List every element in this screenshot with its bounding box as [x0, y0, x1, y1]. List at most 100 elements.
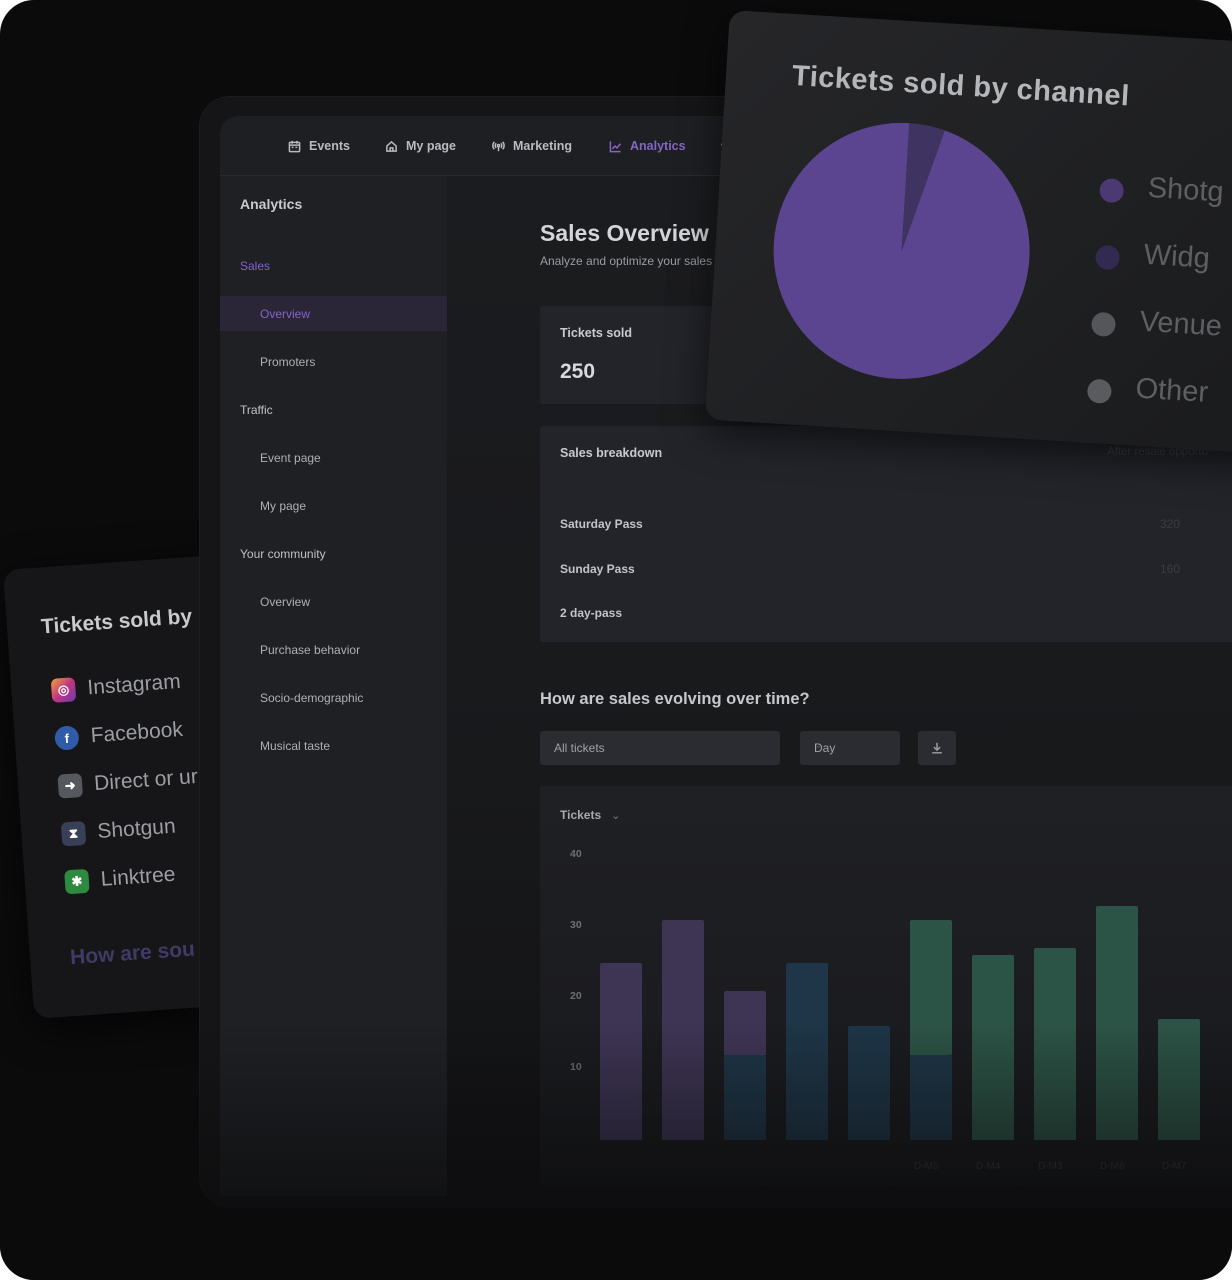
chevron-down-icon: ⌄	[611, 809, 621, 822]
tickets-sold-label: Tickets sold	[560, 326, 633, 340]
chart-bar[interactable]	[1158, 1019, 1200, 1140]
sidebar-item-promoters[interactable]: Promoters	[260, 355, 316, 369]
sidebar-item-socio-demographic[interactable]: Socio-demographic	[260, 691, 364, 705]
chart-bar[interactable]	[724, 990, 766, 1055]
chart-bar[interactable]	[600, 962, 642, 1140]
channel-item-shotgun: ⧗ Shotgun	[60, 814, 177, 847]
sidebar-item-purchase-behavior[interactable]: Purchase behavior	[260, 643, 361, 657]
chart-bar[interactable]	[724, 1054, 766, 1140]
chart-bar[interactable]	[786, 962, 828, 1140]
nav-my-page[interactable]: My page	[385, 137, 456, 155]
chart-bar[interactable]	[910, 919, 952, 1055]
x-tick-label: D-M6	[1100, 1161, 1125, 1172]
period-filter-value: Day	[814, 741, 836, 755]
sidebar-item-my-page[interactable]: My page	[260, 499, 307, 513]
nav-label: Marketing	[513, 139, 573, 153]
nav-label: My page	[406, 139, 457, 153]
nav-analytics[interactable]: Analytics	[609, 137, 686, 155]
ticket-filter-value: All tickets	[554, 741, 605, 755]
tickets-sold-value: 250	[560, 360, 596, 383]
nav-label: Events	[309, 139, 350, 153]
sidebar-section-community[interactable]: Your community	[240, 547, 326, 561]
y-tick-label: 10	[570, 1061, 582, 1073]
channel-panel-title: Tickets sold by	[40, 604, 193, 639]
pie-slice[interactable]	[766, 115, 1037, 386]
legend-label: Shotg	[1146, 171, 1225, 209]
sidebar-section-traffic[interactable]: Traffic	[240, 403, 273, 417]
nav-label: Analytics	[630, 139, 686, 153]
x-tick-label: D-M5	[914, 1161, 939, 1172]
chevron-down-icon: ⌄	[554, 740, 563, 751]
channel-item-facebook: f Facebook	[54, 718, 184, 751]
chart-bar[interactable]	[662, 919, 704, 1140]
y-tick-label: 30	[570, 919, 582, 931]
legend-swatch	[1090, 311, 1117, 338]
legend-label: Venue	[1138, 305, 1223, 343]
evolution-title: How are sales evolving over time?	[540, 690, 810, 708]
facebook-icon: f	[54, 725, 80, 751]
chart-line-icon	[609, 140, 622, 152]
channel-label: Instagram	[86, 669, 182, 700]
bar-chart: 10 20 30 40 D-M5 D-M4 D-M3 D-M6 D-M7	[540, 786, 1232, 1186]
chart-bar[interactable]	[972, 955, 1014, 1140]
download-button[interactable]	[918, 731, 956, 765]
page-subtitle: Analyze and optimize your sales	[540, 254, 713, 268]
calendar-icon	[288, 140, 301, 152]
channel-item-direct: ➜ Direct or ur	[57, 764, 199, 799]
y-tick-label: 40	[570, 848, 582, 860]
nav-marketing[interactable]: Marketing	[492, 137, 572, 155]
chart-bar[interactable]	[910, 1054, 952, 1140]
page-title: Sales Overview	[540, 220, 709, 246]
chart-metric-select[interactable]: Tickets ⌄	[560, 808, 620, 822]
chart-bar[interactable]	[1096, 905, 1138, 1140]
channel-label: Facebook	[89, 717, 184, 748]
breakdown-row-name: Saturday Pass	[560, 517, 643, 531]
channel-label: Direct or ur	[93, 764, 199, 796]
sidebar-item-community-overview[interactable]: Overview	[260, 595, 311, 609]
breakdown-right-label: After resale opportu	[1107, 446, 1209, 458]
chevron-down-icon: ⌄	[814, 740, 823, 751]
legend-swatch	[1098, 177, 1125, 204]
channel-label: Linktree	[100, 862, 177, 891]
pie-title: Tickets sold by channel	[791, 59, 1131, 113]
sidebar-item-musical-taste[interactable]: Musical taste	[260, 739, 331, 753]
x-tick-label: D-M7	[1162, 1161, 1187, 1172]
pie-slice[interactable]	[901, 123, 945, 253]
legend-swatch	[1094, 244, 1121, 271]
sidebar-section-sales[interactable]: Sales	[240, 259, 271, 273]
y-tick-label: 20	[570, 990, 582, 1002]
ticket-filter-select[interactable]: All tickets ⌄	[540, 731, 780, 765]
channel-pie-panel: Tickets sold by channel Shotg Widg Venue…	[704, 10, 1232, 454]
x-tick-label: D-M3	[1038, 1161, 1063, 1172]
legend-label: Other	[1134, 372, 1210, 409]
chart-bar[interactable]	[1034, 948, 1076, 1140]
breakdown-row-value: 320	[1159, 517, 1180, 531]
nav-events[interactable]: Events	[288, 137, 350, 155]
broadcast-icon	[492, 140, 505, 151]
sidebar-active-highlight	[220, 296, 449, 331]
hourglass-icon: ⧗	[60, 820, 87, 847]
sidebar: Analytics Sales Overview Promoters Traff…	[220, 176, 449, 1196]
sidebar-title: Analytics	[240, 196, 303, 212]
channel-label: Shotgun	[96, 814, 177, 844]
linktree-icon: ✱	[64, 868, 90, 895]
download-icon	[932, 742, 942, 754]
period-filter-select[interactable]: Day ⌄	[800, 731, 900, 765]
legend-label: Widg	[1142, 238, 1211, 275]
channel-item-instagram: ◎ Instagram	[50, 669, 182, 703]
sidebar-item-overview[interactable]: Overview	[260, 307, 311, 321]
chart-metric-label: Tickets	[560, 808, 602, 822]
pie-chart	[766, 115, 1037, 386]
sales-breakdown-card: Sales breakdown After resale opportu Sat…	[540, 426, 1232, 642]
channel-item-linktree: ✱ Linktree	[64, 863, 176, 895]
instagram-icon: ◎	[50, 677, 77, 703]
breakdown-row-name: 2 day-pass	[560, 606, 623, 620]
chart-card: Tickets ⌄ 10 20 30 40 D-M5 D-M4 D-M3 D-M6 D-M7	[540, 786, 1232, 1186]
sales-breakdown-label: Sales breakdown	[560, 446, 663, 460]
chart-bar[interactable]	[848, 1026, 890, 1140]
sidebar-item-event-page[interactable]: Event page	[260, 451, 321, 465]
breakdown-row-name: Sunday Pass	[560, 562, 635, 576]
channel-panel-footer: How are sou	[69, 937, 196, 970]
breakdown-row-value: 160	[1159, 562, 1180, 576]
